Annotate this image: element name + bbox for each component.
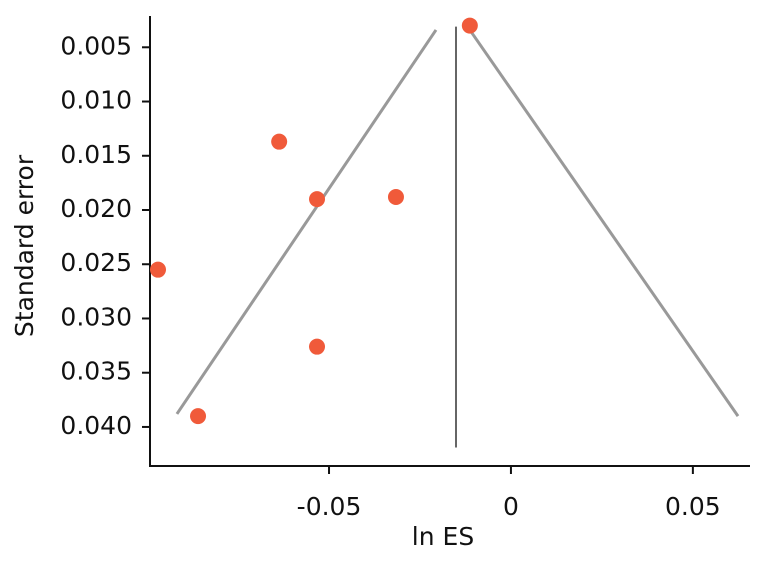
y-tick-label: 0.005 [60,31,132,60]
x-axis-label: ln ES [412,522,474,551]
data-point [309,338,326,355]
y-tick-label: 0.010 [60,86,132,115]
data-point [271,133,288,150]
data-point [461,17,478,34]
y-tick-label: 0.015 [60,140,132,169]
y-tick-label: 0.025 [60,248,132,277]
y-tick-label: 0.040 [60,411,132,440]
data-point [387,188,404,205]
y-tick-label: 0.035 [60,357,132,386]
y-axis-label: Standard error [10,154,39,337]
data-point [150,261,167,278]
x-tick-label: 0.05 [665,492,721,521]
reference-line [175,29,438,415]
x-tick-label: -0.05 [297,492,362,521]
data-point [309,191,326,208]
reference-line [468,29,740,417]
x-tick-label: 0 [503,492,519,521]
y-tick-label: 0.020 [60,194,132,223]
data-point [190,408,207,425]
y-tick-label: 0.030 [60,302,132,331]
